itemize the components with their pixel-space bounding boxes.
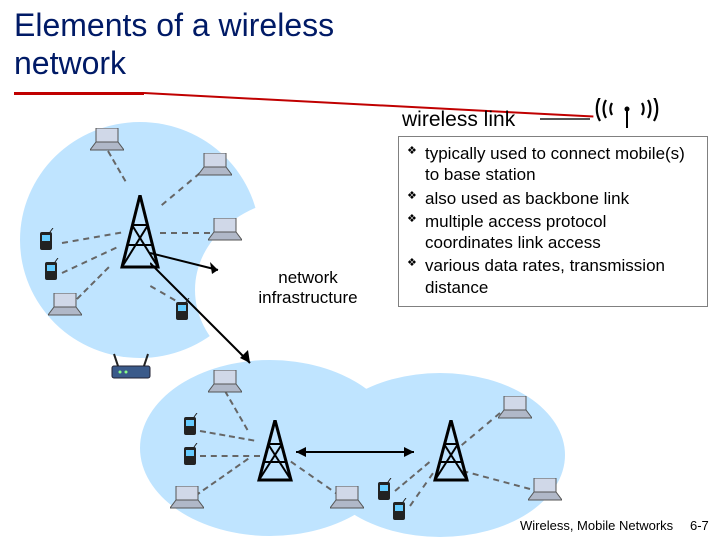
bullet-item: also used as backbone link (407, 188, 699, 209)
router-icon (108, 352, 154, 382)
base-station-tower (118, 195, 162, 278)
phone-icon (393, 498, 407, 522)
phone-icon (184, 443, 198, 467)
title-underline-tail (144, 92, 593, 118)
wireless-link-dash (160, 232, 210, 234)
laptop-icon (90, 128, 124, 152)
phone-icon (45, 258, 59, 282)
laptop-icon (198, 153, 232, 177)
laptop-icon (170, 486, 204, 510)
laptop-icon (528, 478, 562, 502)
footer-page: 6-7 (690, 518, 709, 533)
laptop-icon (208, 218, 242, 242)
callout-title: wireless link (402, 108, 515, 132)
bullet-item: various data rates, transmission distanc… (407, 255, 699, 298)
laptop-icon (498, 396, 532, 420)
footer-chapter: Wireless, Mobile Networks (520, 518, 673, 533)
radio-waves-icon (592, 98, 662, 132)
phone-icon (184, 413, 198, 437)
laptop-icon (330, 486, 364, 510)
phone-icon (378, 478, 392, 502)
base-station-tower (432, 420, 470, 491)
bullet-item: typically used to connect mobile(s) to b… (407, 143, 699, 186)
wireless-link-dash (200, 455, 260, 457)
laptop-icon (48, 293, 82, 317)
slide-stage: Elements of a wireless network (0, 0, 720, 540)
phone-icon (176, 298, 190, 322)
slide-title: Elements of a wireless network (14, 6, 374, 83)
backbone-arrow (296, 444, 426, 460)
callout-bullets: typically used to connect mobile(s) to b… (407, 143, 699, 298)
infrastructure-label: network infrastructure (248, 268, 368, 307)
phone-icon (40, 228, 54, 252)
title-underline (14, 92, 144, 95)
callout-connector (540, 118, 590, 120)
callout-box: typically used to connect mobile(s) to b… (398, 136, 708, 307)
base-station-tower (256, 420, 294, 491)
laptop-icon (208, 370, 242, 394)
bullet-item: multiple access protocol coordinates lin… (407, 211, 699, 254)
